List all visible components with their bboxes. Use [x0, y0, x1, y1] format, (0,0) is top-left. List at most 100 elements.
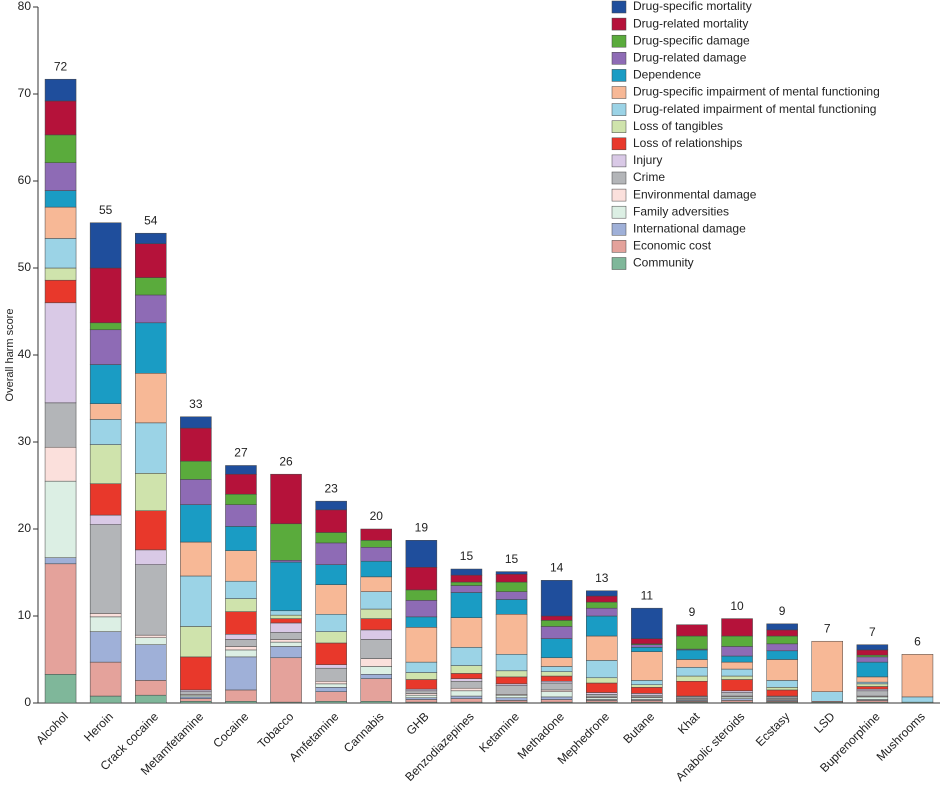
x-tick-label: LSD [811, 709, 838, 736]
bar-segment [89, 613, 122, 618]
bar-segment [315, 691, 347, 702]
bar-segment [270, 561, 302, 612]
bar-segment [676, 635, 708, 650]
y-axis-label: Overall harm score [4, 309, 16, 402]
bar-segment [135, 243, 167, 278]
bar-segment [721, 696, 753, 699]
bar-segment [360, 639, 392, 659]
bar-segment [540, 657, 573, 667]
bar-segment [180, 504, 212, 543]
bar-segment [135, 637, 167, 645]
bar-segment [540, 689, 573, 692]
x-tick-label: Cocaine [210, 709, 251, 750]
bar-segment [315, 664, 347, 669]
legend-swatch [611, 34, 627, 48]
bar-segment [315, 681, 347, 685]
bar-segment [540, 696, 573, 700]
bar-segment [766, 629, 798, 637]
bar-segment [180, 694, 212, 698]
bar-segment [495, 599, 528, 615]
bar-segment [540, 615, 573, 621]
bar-segment [766, 635, 798, 645]
bar-segment [495, 614, 528, 655]
bar-segment [135, 277, 167, 296]
x-tick-label: Butane [620, 709, 657, 746]
bar-segment [676, 675, 708, 682]
bar-segment [856, 661, 889, 678]
bar-segment [360, 666, 392, 675]
bar-segment [631, 693, 663, 696]
total-label: 23 [324, 481, 338, 495]
bar-segment [856, 690, 889, 697]
x-tick-label: Alcohol [33, 709, 71, 747]
bar-segment [225, 473, 257, 495]
bar-segment [450, 665, 483, 674]
bar-segment [495, 694, 528, 699]
legend-label: Crime [633, 170, 665, 184]
bar-segment [180, 689, 212, 692]
bar-segment [586, 615, 618, 637]
bar-segment [540, 675, 573, 682]
bar-segment [315, 509, 347, 533]
y-tick-label: 30 [18, 434, 32, 448]
legend-swatch [611, 257, 627, 270]
bar-segment [89, 524, 122, 614]
bar-segment [180, 696, 212, 699]
bar-segment [225, 649, 257, 658]
x-tick-label: Amfetamine [286, 709, 341, 764]
legend-swatch [611, 240, 627, 253]
bar-segment [315, 542, 347, 565]
bar-segment [721, 618, 753, 637]
bar-segment [315, 564, 347, 585]
bar-segment [586, 607, 618, 617]
total-label: 14 [550, 561, 564, 575]
bar-segment [856, 644, 889, 651]
bar-segment [270, 618, 302, 624]
bar-segment [44, 557, 77, 565]
bar-segment [721, 635, 753, 647]
bar-segment [586, 677, 618, 684]
bar-segment [586, 692, 618, 695]
bar-segment [721, 675, 753, 680]
bar-segment [766, 659, 798, 681]
bar-segment [180, 698, 212, 702]
bar-segment [315, 500, 347, 511]
bar-segment [495, 591, 528, 600]
total-label: 7 [869, 625, 876, 639]
bar-segment [495, 581, 528, 592]
legend-swatch [611, 137, 627, 151]
bar-segment [44, 279, 77, 304]
total-label: 15 [505, 552, 519, 566]
bar-segment [180, 479, 212, 505]
bar-segment [540, 666, 573, 672]
bar-segment [631, 644, 663, 648]
bar-segment [676, 649, 708, 660]
bar-segment [89, 419, 122, 445]
bar-segment [44, 674, 77, 704]
bar-segment [856, 696, 889, 700]
legend-label: Environmental damage [633, 187, 757, 201]
legend-swatch [611, 171, 627, 185]
bar-segment [721, 692, 753, 697]
bar-segment [180, 656, 212, 691]
bar-segment [135, 510, 167, 551]
bar-segment [766, 689, 798, 697]
bar-segment [540, 580, 573, 617]
legend-label: International damage [633, 221, 746, 235]
bar-segment [225, 580, 257, 599]
bar-segment [631, 607, 663, 639]
bar-segment [360, 608, 392, 619]
bar-segment [766, 680, 798, 688]
legend-swatch [611, 69, 627, 82]
bar-segment [225, 493, 257, 505]
bar-segment [44, 162, 77, 191]
bar-segment [405, 672, 438, 680]
bar-segment [495, 654, 528, 672]
bar-segment [360, 560, 392, 578]
y-tick-label: 50 [18, 260, 32, 274]
x-tick-label: Ecstasy [753, 709, 793, 749]
legend-label: Family adversities [633, 204, 729, 218]
bar-segment [450, 673, 483, 679]
bar-segment [811, 640, 843, 692]
